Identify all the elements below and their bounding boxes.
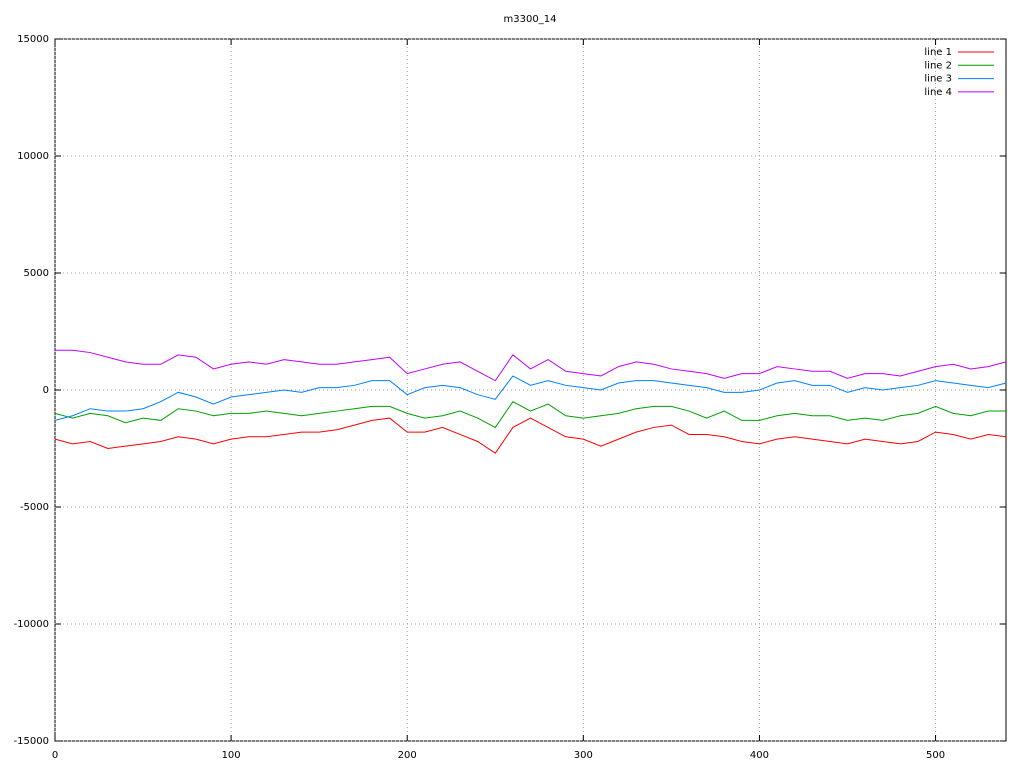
x-tick-label: 400 (750, 750, 769, 761)
x-tick-label: 500 (926, 750, 945, 761)
y-tick-label: 5000 (24, 268, 49, 279)
x-tick-label: 300 (574, 750, 593, 761)
data-line (54, 375, 1007, 421)
x-tick-label: 0 (52, 750, 58, 761)
legend-label: line 1 (924, 47, 952, 58)
data-line (55, 349, 1007, 382)
legend-label: line 4 (924, 87, 952, 98)
data-line (54, 417, 1007, 454)
y-tick-label: 10000 (17, 151, 49, 162)
y-tick-label: -5000 (20, 502, 49, 513)
y-tick-label: 15000 (17, 34, 49, 45)
y-tick-label: -15000 (14, 736, 49, 747)
y-tick-label: -10000 (14, 619, 49, 630)
y-tick-label: 0 (43, 385, 49, 396)
x-tick-label: 200 (398, 750, 417, 761)
x-tick-label: 100 (222, 750, 241, 761)
legend-label: line 2 (924, 60, 952, 71)
data-line (54, 401, 1006, 429)
chart-title: m3300_14 (504, 14, 557, 25)
legend-label: line 3 (924, 74, 952, 85)
